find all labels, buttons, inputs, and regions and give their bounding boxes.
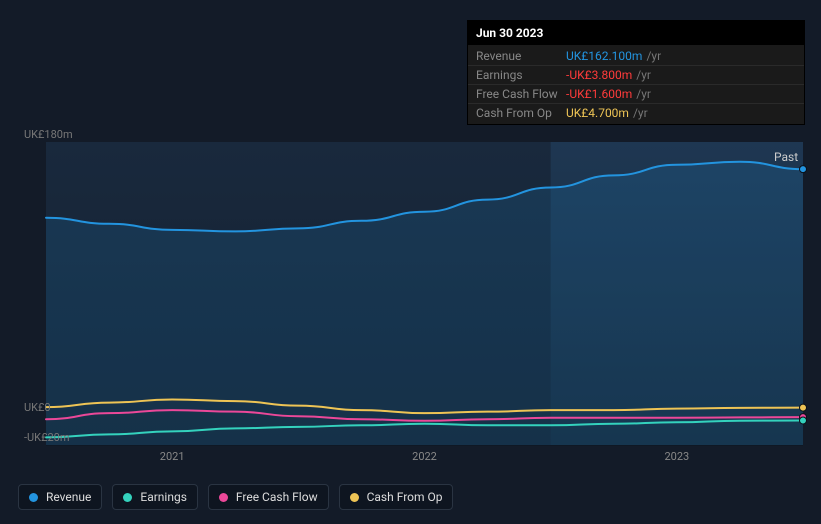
- tooltip-row-label: Revenue: [476, 49, 566, 63]
- tooltip-row-unit: /yr: [636, 68, 651, 82]
- y-axis-label: UK£0: [24, 401, 51, 414]
- tooltip-row-unit: /yr: [633, 106, 648, 120]
- x-axis-label: 2023: [664, 450, 689, 463]
- tooltip-row-value: -UK£1.600m: [566, 87, 632, 101]
- legend-swatch: [350, 493, 359, 502]
- y-axis-label: -UK£20m: [24, 431, 69, 444]
- tooltip-row-value: UK£162.100m: [566, 49, 642, 63]
- tooltip-row-label: Earnings: [476, 68, 566, 82]
- tooltip-row-unit: /yr: [646, 49, 661, 63]
- legend-item-earnings[interactable]: Earnings: [112, 484, 198, 510]
- tooltip-row-label: Cash From Op: [476, 106, 566, 120]
- legend-swatch: [123, 493, 132, 502]
- y-axis-label: UK£180m: [24, 128, 73, 141]
- legend-item-revenue[interactable]: Revenue: [18, 484, 102, 510]
- financials-chart-container: { "chart": { "type": "area", "width": 82…: [0, 0, 821, 524]
- chart-tooltip: Jun 30 2023 RevenueUK£162.100m/yrEarning…: [467, 20, 805, 125]
- legend-item-free-cash-flow[interactable]: Free Cash Flow: [208, 484, 329, 510]
- legend-label: Earnings: [140, 490, 187, 504]
- legend-item-cash-from-op[interactable]: Cash From Op: [339, 484, 454, 510]
- legend-label: Cash From Op: [367, 490, 443, 504]
- tooltip-row: Free Cash Flow-UK£1.600m/yr: [468, 85, 804, 104]
- tooltip-date: Jun 30 2023: [468, 21, 804, 45]
- tooltip-row: Earnings-UK£3.800m/yr: [468, 66, 804, 85]
- tooltip-row-unit: /yr: [636, 87, 651, 101]
- x-axis-label: 2022: [412, 450, 437, 463]
- legend-label: Free Cash Flow: [236, 490, 318, 504]
- past-label: Past: [774, 150, 798, 164]
- tooltip-row-label: Free Cash Flow: [476, 87, 566, 101]
- chart-legend: Revenue Earnings Free Cash Flow Cash From O…: [18, 484, 453, 510]
- tooltip-row-value: -UK£3.800m: [566, 68, 632, 82]
- tooltip-row: Cash From OpUK£4.700m/yr: [468, 104, 804, 122]
- x-axis-label: 2021: [160, 450, 185, 463]
- legend-swatch: [219, 493, 228, 502]
- tooltip-row: RevenueUK£162.100m/yr: [468, 47, 804, 66]
- legend-swatch: [29, 493, 38, 502]
- tooltip-row-value: UK£4.700m: [566, 106, 629, 120]
- legend-label: Revenue: [46, 490, 91, 504]
